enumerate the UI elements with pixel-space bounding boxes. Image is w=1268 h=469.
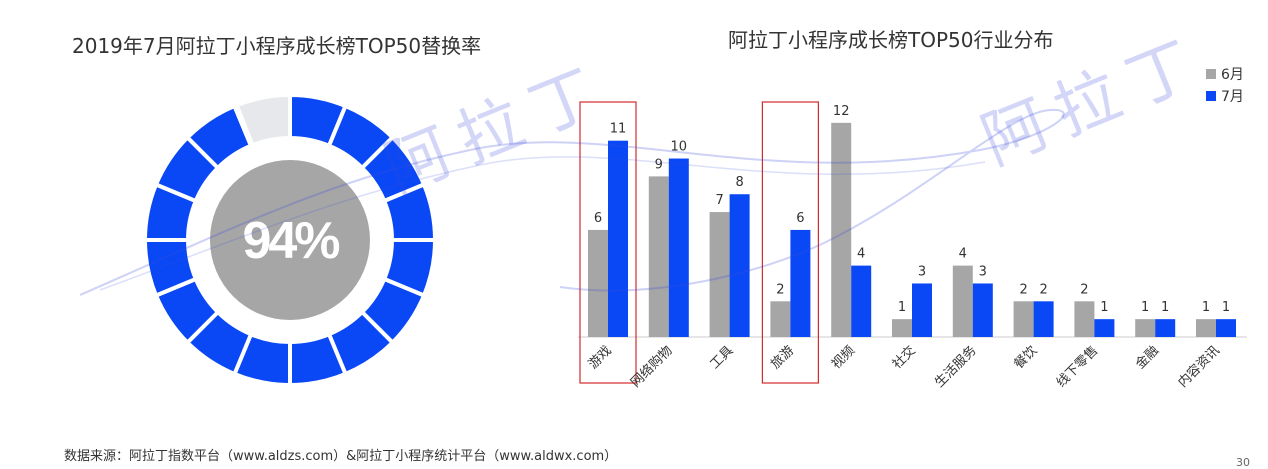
bar-value-label: 1 bbox=[1141, 300, 1149, 315]
bar-value-label: 9 bbox=[655, 157, 663, 172]
bar-value-label: 1 bbox=[1161, 300, 1169, 315]
bar-jul bbox=[972, 283, 993, 337]
bar-jun bbox=[1196, 319, 1216, 337]
donut-center-label: 94% bbox=[242, 212, 339, 270]
bar-jun bbox=[770, 301, 791, 337]
bar-chart-title: 阿拉丁小程序成长榜TOP50行业分布 bbox=[728, 28, 1054, 52]
bar-jun bbox=[588, 229, 608, 337]
data-source-note: 数据来源：阿拉丁指数平台（www.aldzs.com）&阿拉丁小程序统计平台（w… bbox=[64, 449, 618, 464]
bar-jul bbox=[790, 229, 811, 337]
x-tick-label: 旅游 bbox=[768, 343, 797, 372]
bar-value-label: 8 bbox=[735, 175, 743, 190]
bar-jul bbox=[668, 158, 689, 337]
legend-swatch bbox=[1206, 91, 1216, 101]
bar-value-label: 2 bbox=[1039, 282, 1047, 297]
page-number: 30 bbox=[1236, 456, 1250, 469]
bar-value-label: 3 bbox=[918, 264, 926, 279]
x-tick-label: 餐饮 bbox=[1011, 343, 1041, 373]
x-tick-label: 内容资讯 bbox=[1175, 343, 1223, 391]
bar-jul bbox=[912, 283, 932, 337]
x-tick-label: 游戏 bbox=[586, 343, 615, 372]
bar-jun bbox=[831, 122, 852, 337]
bar-jun bbox=[952, 265, 973, 337]
x-tick-label: 视频 bbox=[829, 343, 858, 372]
x-tick-label: 网络购物 bbox=[628, 343, 676, 391]
bar-value-label: 6 bbox=[796, 211, 804, 226]
bar-value-label: 2 bbox=[776, 282, 784, 297]
bar-value-label: 11 bbox=[610, 122, 627, 137]
bar-value-label: 7 bbox=[715, 193, 723, 208]
highlight-box bbox=[761, 101, 819, 384]
bar-jul bbox=[1033, 301, 1054, 337]
bar-value-label: 6 bbox=[594, 211, 602, 226]
bar-jun bbox=[1013, 301, 1034, 337]
bar-value-label: 4 bbox=[959, 247, 967, 262]
bar-value-label: 1 bbox=[1100, 300, 1108, 315]
bar-jul bbox=[608, 140, 628, 337]
bar-jul bbox=[729, 194, 750, 337]
highlight-box bbox=[579, 101, 637, 384]
bar-value-label: 2 bbox=[1080, 282, 1088, 297]
bar-value-label: 10 bbox=[671, 140, 688, 155]
bar-value-label: 12 bbox=[833, 104, 850, 119]
x-tick-label: 工具 bbox=[707, 343, 736, 372]
bar-jul bbox=[1216, 319, 1236, 337]
bar-jun bbox=[648, 176, 669, 337]
bar-value-label: 1 bbox=[1202, 300, 1210, 315]
legend-swatch bbox=[1206, 69, 1216, 79]
donut-chart-title: 2019年7月阿拉丁小程序成长榜TOP50替换率 bbox=[72, 34, 482, 58]
bar-value-label: 1 bbox=[1222, 300, 1230, 315]
legend-label: 6月 bbox=[1221, 67, 1244, 83]
bar-jun bbox=[892, 319, 912, 337]
donut-center-disc bbox=[210, 160, 370, 320]
bar-jun bbox=[1074, 301, 1095, 337]
donut-value-segment bbox=[231, 102, 256, 149]
x-tick-label: 生活服务 bbox=[932, 343, 980, 391]
bar-jul bbox=[851, 265, 872, 337]
bar-jul bbox=[1155, 319, 1176, 337]
bar-value-label: 4 bbox=[857, 247, 865, 262]
x-tick-label: 社交 bbox=[889, 343, 919, 373]
bar-jul bbox=[1094, 319, 1115, 337]
legend-label: 7月 bbox=[1221, 89, 1244, 105]
bar-value-label: 3 bbox=[979, 264, 987, 279]
x-tick-label: 金融 bbox=[1132, 343, 1162, 373]
bar-value-label: 2 bbox=[1019, 282, 1027, 297]
bar-value-label: 1 bbox=[898, 300, 906, 315]
replacement-rate-donut-chart: 94% bbox=[142, 92, 438, 388]
bar-jun bbox=[709, 212, 730, 337]
x-tick-label: 线下零售 bbox=[1053, 343, 1101, 391]
bar-jun bbox=[1135, 319, 1156, 337]
